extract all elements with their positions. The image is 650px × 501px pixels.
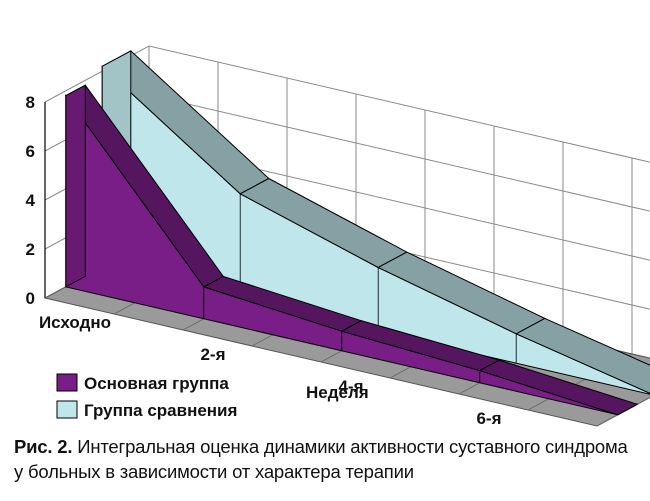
- series-front-layer: [65, 84, 639, 416]
- series-1-left-cap: [65, 84, 86, 288]
- y-tick-label-2: 4: [26, 191, 36, 210]
- y-tick-label-4: 8: [26, 93, 35, 112]
- series-1-top-4: [478, 359, 639, 416]
- figure-caption: Рис. 2. Интегральная оценка динамики акт…: [14, 434, 640, 484]
- y-axis-ticks: 0 2 4 6 8: [26, 93, 36, 308]
- y-tick-label-0: 0: [26, 289, 35, 308]
- legend: Основная группа Группа сравнения: [56, 373, 237, 420]
- y-tick-label-1: 2: [26, 240, 35, 259]
- floor-line-8: [596, 397, 650, 427]
- legend-label-series-1: Основная группа: [84, 374, 229, 393]
- x-tick-label-1: 2-я: [200, 345, 225, 364]
- legend-swatch-series-1: [56, 373, 78, 392]
- caption-text: Интегральная оценка динамики активности …: [14, 436, 628, 482]
- legend-label-series-2: Группа сравнения: [84, 401, 237, 420]
- x-tick-label-2: 4-я: [338, 377, 363, 396]
- x-axis-title: Неделя: [306, 383, 369, 402]
- legend-swatch-series-2: [56, 400, 78, 419]
- y-tick-label-3: 6: [26, 142, 35, 161]
- caption-lead: Рис. 2.: [14, 436, 73, 457]
- x-tick-label-3: 6-я: [476, 409, 501, 428]
- x-tick-label-0: Исходно: [39, 313, 111, 332]
- series-2-top-4: [515, 317, 650, 394]
